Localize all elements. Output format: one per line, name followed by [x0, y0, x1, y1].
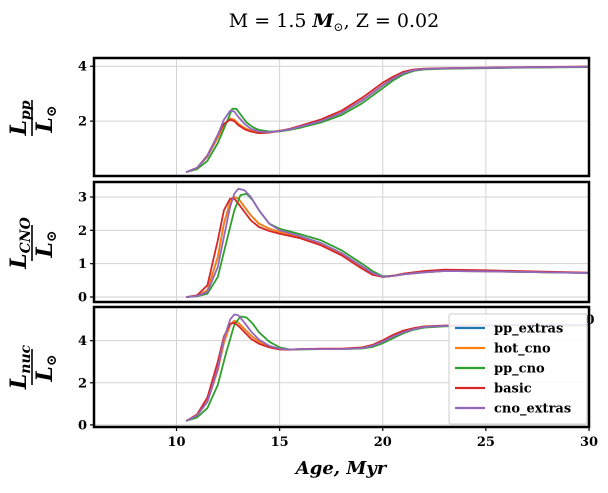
y-tick-label: 1 — [78, 257, 87, 272]
y-tick-label: 4 — [78, 334, 87, 349]
y-tick-label: 0 — [78, 291, 87, 306]
legend-label: cno_extras — [494, 402, 571, 417]
title-part-4: , Z = 0.02 — [344, 10, 440, 32]
y-label-numerator: Lnuc — [6, 344, 34, 390]
legend-label: pp_extras — [494, 322, 563, 337]
x-tick-label: 20 — [374, 435, 392, 450]
legend-item-cno_extras: cno_extras — [455, 402, 571, 417]
x-tick-label: 15 — [271, 435, 289, 450]
series-line-cno_extras — [185, 65, 589, 173]
y-tick-label: 2 — [78, 115, 87, 130]
y-tick-label: 4 — [78, 60, 87, 75]
x-tick-label: 25 — [477, 435, 495, 450]
panel-frame — [92, 56, 591, 178]
title-part-3: ⊙ — [334, 20, 344, 34]
y-label-numerator: Lpp — [6, 100, 34, 136]
legend-item-basic: basic — [455, 382, 532, 397]
legend-label: basic — [494, 382, 532, 397]
figure-title: M = 1.5 M⊙, Z = 0.02 — [229, 10, 439, 34]
series-group — [185, 65, 589, 173]
y-tick-label: 2 — [78, 376, 87, 391]
y-tick-label: 3 — [78, 191, 87, 206]
y-label-denominator: L⊙ — [32, 230, 60, 258]
series-group — [185, 313, 589, 422]
series-line-basic — [185, 197, 589, 298]
panel-frame — [92, 305, 591, 429]
series-line-cno_extras — [185, 313, 589, 422]
series-group — [185, 187, 589, 298]
legend-label: hot_cno — [494, 342, 551, 357]
y-label-numerator: LCNO — [6, 216, 34, 269]
y-label-denominator: L⊙ — [32, 105, 60, 133]
legend-item-pp_cno: pp_cno — [455, 362, 545, 377]
legend-label: pp_cno — [494, 362, 545, 377]
title-part-2: M — [312, 10, 335, 32]
legend-item-pp_extras: pp_extras — [455, 322, 563, 337]
x-tick-label: 30 — [580, 435, 598, 450]
series-line-cno_extras — [185, 187, 589, 298]
y-tick-label: 2 — [78, 224, 87, 239]
panel-frame — [92, 180, 591, 304]
x-axis-label: Age, Myr — [294, 458, 388, 479]
legend-box — [448, 313, 588, 425]
x-tick-label: 10 — [167, 435, 185, 450]
y-tick-label: 0 — [78, 418, 87, 433]
y-label-denominator: L⊙ — [32, 354, 60, 382]
title-part-1: M = 1.5 — [229, 10, 313, 32]
legend-item-hot_cno: hot_cno — [455, 342, 551, 357]
